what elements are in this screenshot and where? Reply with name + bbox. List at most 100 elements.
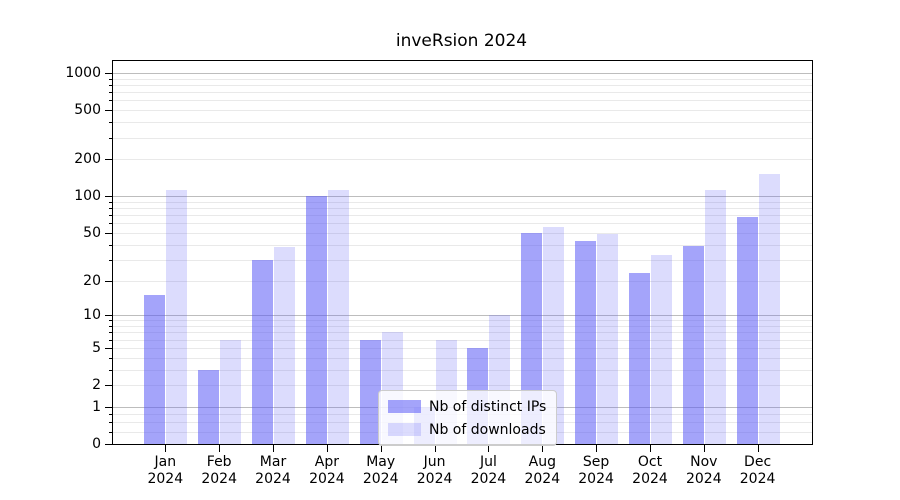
y-minor-tick	[109, 326, 113, 327]
plot-area: 0 1 2 5 10 20 50 100 200 500 1000 Jan 2024 Feb 2024 Mar…	[65, 60, 813, 487]
x-tick	[757, 445, 759, 452]
y-minor-tick	[109, 432, 113, 433]
x-tick-label: Jan 2024	[147, 454, 184, 487]
y-minor-tick	[109, 137, 113, 139]
y-minor-gridline	[113, 320, 812, 322]
y-minor-gridline	[113, 78, 812, 80]
y-minor-gridline	[113, 122, 812, 124]
y-minor-tick	[109, 413, 113, 415]
y-minor-gridline	[113, 280, 812, 282]
bar-downloads	[327, 190, 349, 444]
legend-swatch-downloads	[388, 423, 421, 436]
y-minor-tick	[109, 122, 113, 124]
y-minor-tick	[109, 320, 113, 322]
y-minor-gridline	[113, 232, 812, 234]
y-minor-tick	[109, 78, 113, 80]
x-tick-label: Apr 2024	[309, 454, 345, 487]
y-tick-label: 500	[74, 102, 101, 119]
bar-distinct-ips	[682, 245, 704, 444]
y-minor-gridline	[113, 201, 812, 203]
y-minor-gridline	[113, 332, 812, 334]
y-minor-tick	[109, 357, 113, 359]
y-tick	[105, 110, 113, 112]
x-tick	[488, 445, 490, 452]
y-tick	[105, 232, 113, 234]
y-minor-gridline	[113, 110, 812, 112]
y-minor-gridline	[113, 159, 812, 161]
bar-distinct-ips	[144, 295, 166, 444]
y-minor-tick	[109, 84, 113, 86]
legend: Nb of distinct IPs Nb of downloads	[378, 390, 558, 446]
y-minor-gridline	[113, 357, 812, 359]
y-minor-gridline	[113, 84, 812, 86]
y-minor-tick	[109, 332, 113, 334]
x-tick	[542, 445, 544, 452]
x-tick	[273, 445, 274, 452]
y-tick	[105, 406, 113, 408]
y-tick-label: 1	[92, 398, 101, 415]
bar-downloads	[274, 247, 295, 444]
x-tick-label: Jun 2024	[416, 454, 453, 487]
y-tick	[105, 73, 113, 74]
bar-downloads	[651, 254, 672, 444]
y-minor-gridline	[113, 92, 812, 94]
x-tick	[165, 445, 167, 452]
y-minor-tick	[109, 223, 113, 225]
y-tick	[105, 347, 113, 349]
y-tick	[105, 196, 113, 198]
bar-distinct-ips	[359, 339, 381, 444]
y-tick-label: 100	[74, 188, 101, 205]
bar-downloads	[166, 190, 188, 444]
y-tick-label: 2	[92, 377, 101, 393]
x-tick-label: Oct 2024	[632, 454, 668, 487]
y-minor-gridline	[113, 100, 812, 102]
x-tick	[326, 445, 328, 452]
legend-entry-distinct-ips: Nb of distinct IPs	[388, 397, 546, 416]
chart-title: inveRsion 2024	[395, 31, 528, 51]
y-minor-tick	[109, 92, 113, 94]
y-minor-tick	[109, 422, 113, 424]
x-tick-label: Nov 2024	[685, 454, 722, 487]
y-minor-gridline	[113, 369, 812, 371]
x-tick-label: Jul 2024	[470, 454, 507, 487]
y-minor-gridline	[113, 347, 812, 349]
y-tick	[105, 159, 113, 161]
y-tick	[105, 280, 113, 282]
bar-downloads	[220, 339, 242, 444]
y-minor-gridline	[113, 259, 812, 261]
x-tick	[380, 445, 382, 452]
x-tick	[650, 445, 651, 452]
y-major-gridline	[113, 196, 812, 198]
bar-downloads	[597, 233, 619, 444]
bar-distinct-ips	[252, 259, 273, 444]
y-tick	[105, 444, 113, 445]
y-minor-gridline	[113, 137, 812, 139]
bar-downloads	[704, 190, 726, 444]
y-minor-gridline	[113, 244, 812, 246]
y-tick	[105, 315, 113, 317]
bar-downloads	[758, 173, 780, 444]
legend-swatch-distinct-ips	[388, 400, 421, 413]
x-tick	[703, 445, 705, 452]
y-tick-label: 0	[92, 436, 101, 452]
x-tick-label: Feb 2024	[201, 454, 237, 487]
x-tick-label: Dec 2024	[739, 454, 776, 487]
y-tick	[105, 385, 113, 386]
y-major-gridline	[113, 73, 812, 74]
y-minor-gridline	[113, 385, 812, 386]
y-minor-gridline	[113, 223, 812, 225]
x-tick	[596, 445, 598, 452]
x-tick	[434, 445, 436, 452]
x-tick-label: Aug 2024	[524, 454, 561, 487]
bar-distinct-ips	[198, 369, 220, 444]
legend-label-distinct-ips: Nb of distinct IPs	[429, 398, 547, 415]
legend-entry-downloads: Nb of downloads	[388, 420, 546, 439]
x-tick-label: Mar 2024	[255, 454, 291, 487]
y-minor-gridline	[113, 339, 812, 341]
y-minor-gridline	[113, 215, 812, 217]
bar-distinct-ips	[629, 273, 650, 444]
x-tick-label: May 2024	[362, 454, 399, 487]
y-tick-label: 50	[83, 224, 101, 241]
y-minor-gridline	[113, 326, 812, 327]
